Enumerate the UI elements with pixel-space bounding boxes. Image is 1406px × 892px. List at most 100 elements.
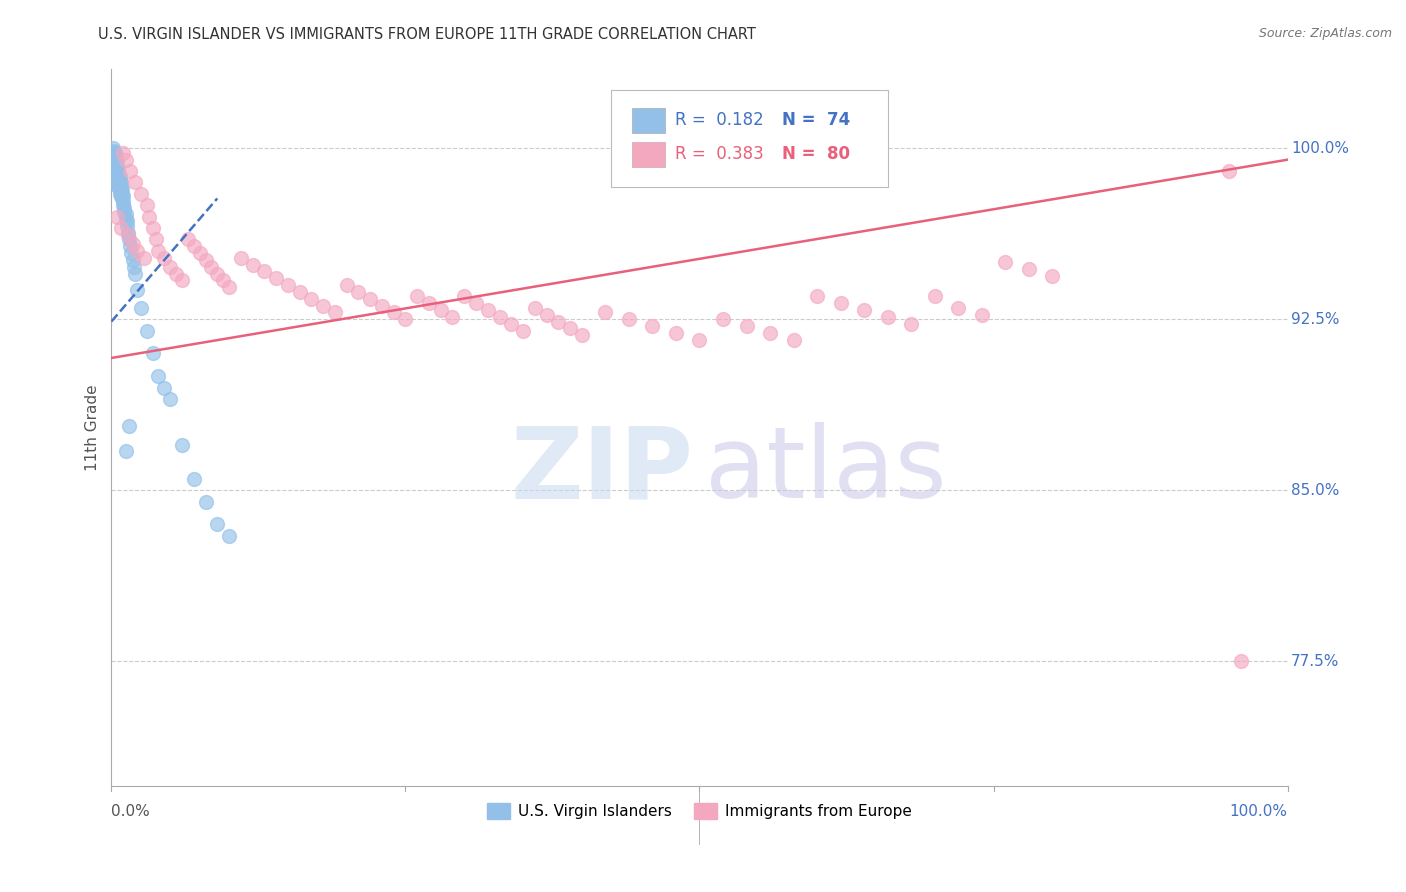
- Point: [120, 246, 142, 260]
- Point: [138, 210, 160, 224]
- Point: [595, 305, 617, 319]
- Point: [112, 198, 135, 212]
- Point: [117, 226, 139, 240]
- Point: [617, 312, 640, 326]
- Point: [183, 472, 205, 486]
- Y-axis label: 11th Grade: 11th Grade: [86, 384, 100, 471]
- Point: [207, 517, 229, 532]
- Point: [105, 169, 128, 183]
- Point: [165, 267, 187, 281]
- Point: [418, 296, 440, 310]
- Point: [135, 324, 157, 338]
- Point: [127, 283, 149, 297]
- Point: [104, 150, 127, 164]
- Point: [359, 292, 381, 306]
- Point: [488, 310, 510, 324]
- Point: [641, 319, 664, 334]
- FancyBboxPatch shape: [612, 90, 887, 187]
- Point: [170, 437, 193, 451]
- Point: [253, 264, 276, 278]
- Point: [277, 278, 299, 293]
- Point: [103, 153, 125, 167]
- Legend: U.S. Virgin Islanders, Immigrants from Europe: U.S. Virgin Islanders, Immigrants from E…: [481, 797, 918, 825]
- Text: 85.0%: 85.0%: [1291, 483, 1340, 498]
- Point: [900, 317, 922, 331]
- Point: [120, 239, 142, 253]
- Point: [806, 289, 828, 303]
- Point: [194, 494, 217, 508]
- Point: [112, 189, 135, 203]
- Point: [120, 164, 142, 178]
- Point: [110, 176, 132, 190]
- Point: [853, 303, 876, 318]
- Point: [121, 252, 143, 267]
- Point: [1018, 262, 1040, 277]
- Point: [115, 214, 138, 228]
- Point: [207, 267, 229, 281]
- Text: R =  0.182: R = 0.182: [675, 112, 763, 129]
- Point: [323, 305, 346, 319]
- Point: [107, 170, 129, 185]
- Text: atlas: atlas: [706, 422, 948, 519]
- Point: [101, 141, 124, 155]
- Text: U.S. VIRGIN ISLANDER VS IMMIGRANTS FROM EUROPE 11TH GRADE CORRELATION CHART: U.S. VIRGIN ISLANDER VS IMMIGRANTS FROM …: [98, 27, 756, 42]
- Point: [105, 161, 128, 176]
- Point: [371, 299, 394, 313]
- Point: [148, 244, 170, 258]
- Point: [110, 185, 132, 199]
- Point: [242, 258, 264, 272]
- Point: [170, 273, 193, 287]
- Point: [108, 178, 131, 192]
- Point: [142, 221, 165, 235]
- Point: [114, 207, 136, 221]
- Point: [382, 305, 405, 319]
- Bar: [633, 108, 665, 133]
- Point: [105, 153, 128, 167]
- Point: [105, 173, 128, 187]
- Point: [122, 260, 145, 274]
- Point: [124, 176, 146, 190]
- Point: [212, 273, 235, 287]
- Text: N =  74: N = 74: [782, 112, 851, 129]
- Point: [108, 182, 131, 196]
- Point: [134, 251, 156, 265]
- Point: [665, 326, 688, 340]
- Point: [299, 292, 322, 306]
- Point: [229, 251, 252, 265]
- Point: [110, 221, 132, 235]
- Point: [112, 194, 135, 208]
- Point: [547, 314, 569, 328]
- Point: [441, 310, 464, 324]
- Text: 92.5%: 92.5%: [1291, 311, 1340, 326]
- Text: N =  80: N = 80: [782, 145, 849, 163]
- Point: [406, 289, 429, 303]
- Point: [105, 178, 128, 192]
- Point: [105, 210, 128, 224]
- Point: [114, 153, 136, 167]
- Point: [159, 392, 181, 406]
- Point: [135, 198, 157, 212]
- Point: [108, 173, 131, 187]
- Point: [735, 319, 758, 334]
- Point: [288, 285, 311, 299]
- Point: [1218, 164, 1240, 178]
- Point: [477, 303, 499, 318]
- Point: [571, 328, 593, 343]
- Point: [336, 278, 359, 293]
- Point: [118, 232, 141, 246]
- Point: [465, 296, 488, 310]
- Point: [101, 150, 124, 164]
- Point: [218, 529, 240, 543]
- Point: [103, 157, 125, 171]
- Point: [536, 308, 558, 322]
- Point: [177, 232, 200, 246]
- Point: [111, 182, 134, 196]
- Text: 100.0%: 100.0%: [1230, 805, 1288, 820]
- Text: 100.0%: 100.0%: [1291, 141, 1350, 156]
- Point: [118, 419, 141, 434]
- Point: [105, 155, 128, 169]
- Point: [183, 239, 205, 253]
- Point: [558, 321, 581, 335]
- Point: [124, 267, 146, 281]
- Point: [1040, 268, 1063, 283]
